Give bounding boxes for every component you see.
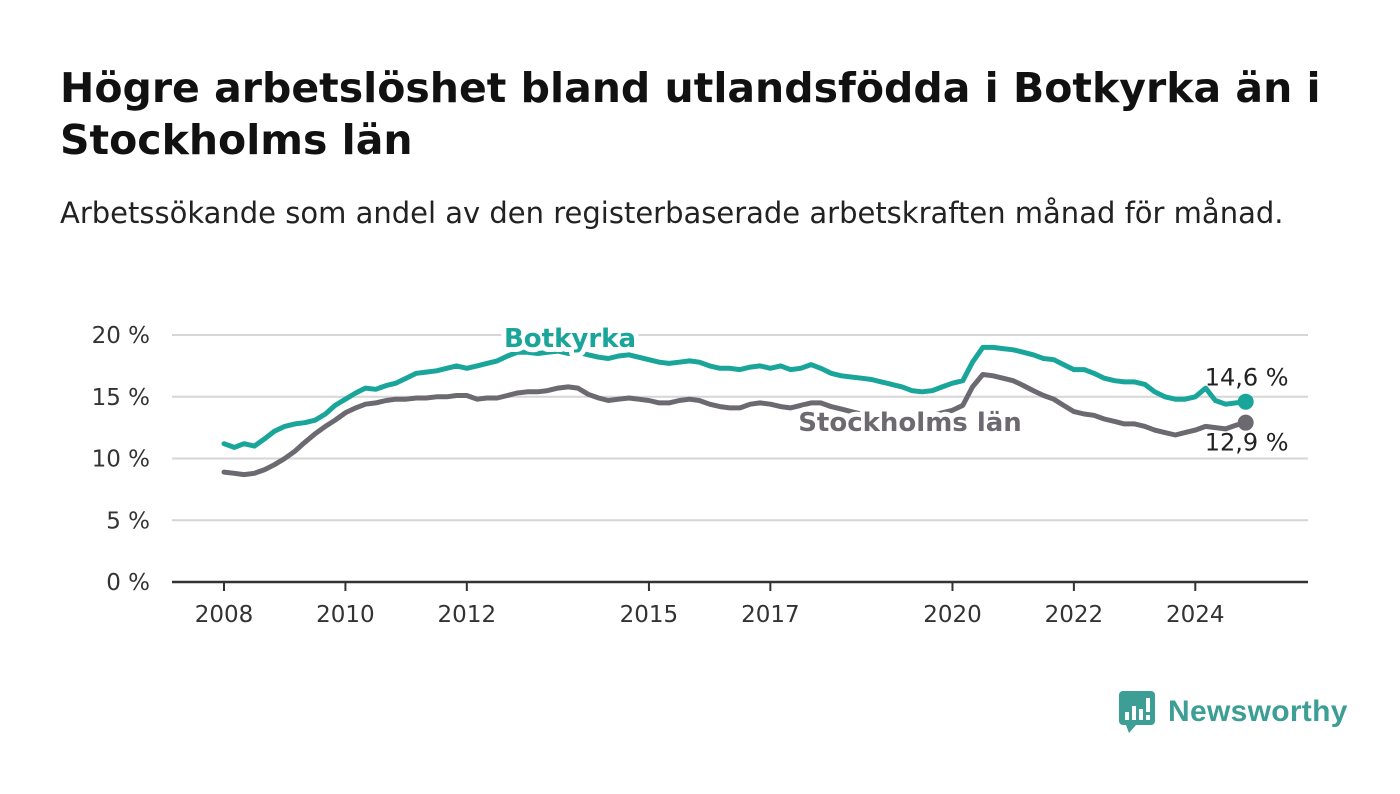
chart-title: Högre arbetslöshet bland utlandsfödda i … [60,64,1321,164]
x-tick-label: 2010 [316,602,375,628]
x-tick-label: 2015 [620,602,679,628]
x-tick-label: 2012 [438,602,497,628]
series-labels: Botkyrka Stockholms län 14,6 % 12,9 % [499,319,1289,457]
end-value-stockholms-lan: 12,9 % [1205,429,1289,457]
x-tick-label: 2022 [1045,602,1104,628]
brand-name: Newsworthy [1168,695,1348,728]
y-axis-ticks: 0 % 5 % 10 % 15 % 20 % [92,323,150,596]
end-value-botkyrka: 14,6 % [1205,364,1289,392]
x-axis-ticks: 2008 2010 2012 2015 2017 2020 2022 2024 [195,582,1225,628]
x-tick-label: 2020 [923,602,982,628]
y-tick-label: 0 % [106,570,150,596]
y-tick-label: 20 % [92,323,150,349]
chart-subtitle: Arbetssökande som andel av den registerb… [60,196,1284,230]
series-name-stockholms-lan: Stockholms län [798,408,1022,438]
brand-logo: Newsworthy [1118,690,1348,734]
series-lines [221,344,1254,478]
end-point-botkyrka [1237,393,1254,410]
grid-lines [172,334,1308,522]
end-point-stockholms-lan [1237,414,1254,431]
y-tick-label: 15 % [92,385,150,411]
newsworthy-logo-icon [1119,691,1155,733]
x-tick-label: 2017 [741,602,800,628]
series-line-stockholms-lan [221,372,1249,478]
series-line-botkyrka [221,344,1249,450]
y-tick-label: 10 % [92,447,150,473]
x-tick-label: 2008 [195,602,254,628]
x-tick-label: 2024 [1166,602,1225,628]
series-name-botkyrka: Botkyrka [504,324,636,354]
y-tick-label: 5 % [106,508,150,534]
